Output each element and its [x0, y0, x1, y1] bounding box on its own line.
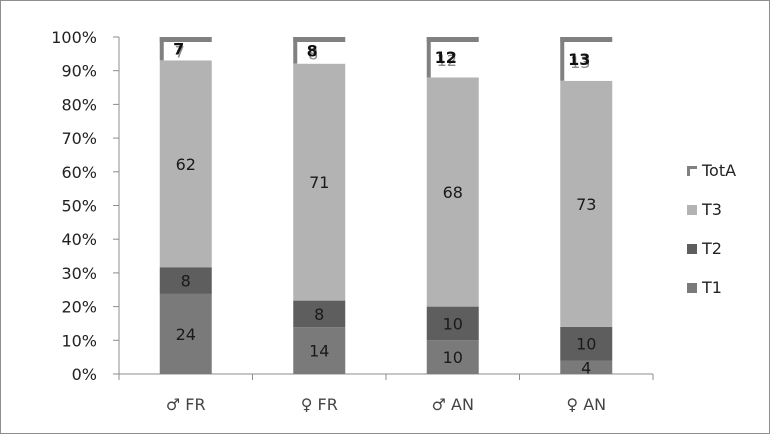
bar-segment [159, 293, 212, 374]
bar-segment [293, 300, 346, 328]
bar-value-label: 8 [314, 305, 324, 324]
bar-value-label: 12 [435, 48, 457, 67]
bar-segment [426, 340, 479, 374]
bar-segment [426, 77, 479, 307]
y-tick-label: 80% [61, 95, 97, 114]
bar-segment-cap [560, 37, 613, 42]
x-tick-label: ♀ FR [301, 395, 338, 414]
legend: TotA T3 T2 T1 [687, 161, 736, 297]
legend-item: T2 [687, 239, 722, 258]
bar-segment [293, 63, 346, 301]
bar-value-label: 10 [443, 314, 463, 333]
bar-value-label: 7 [173, 40, 184, 59]
y-tick-label: 100% [51, 28, 97, 47]
x-tick-label: ♀ AN [566, 395, 606, 414]
bar-value-label: 71 [309, 173, 329, 192]
bar-value-label: 68 [443, 183, 463, 202]
bar-value-label: 73 [576, 195, 596, 214]
bar-segment-edge [293, 37, 298, 64]
bar-value-label: 13 [568, 50, 590, 69]
bar-value-label: 10 [443, 348, 463, 367]
bar-segment [426, 37, 479, 78]
legend-label: T1 [701, 278, 722, 297]
y-tick-label: 20% [61, 298, 97, 317]
bar-segment [159, 267, 212, 294]
bar-value-label: 8 [181, 272, 191, 291]
bar-value-label-shadow: 12 [437, 51, 457, 70]
legend-swatch-edge [687, 166, 690, 176]
bar-value-label-shadow: 13 [570, 53, 590, 72]
y-tick-label: 40% [61, 230, 97, 249]
bar-segment [426, 306, 479, 341]
bar-segment [560, 80, 613, 327]
legend-swatch [687, 166, 697, 169]
legend-label: T3 [701, 200, 722, 219]
bar-segment-cap [426, 37, 479, 42]
x-tick-label: ♂ FR [166, 395, 206, 414]
y-tick-label: 30% [61, 264, 97, 283]
x-tick-labels: ♂ FR ♀ FR ♂ AN ♀ AN [166, 395, 606, 414]
x-tick-label: ♂ AN [432, 395, 474, 414]
bar-segment-edge [560, 37, 565, 81]
legend-label: T2 [701, 239, 722, 258]
legend-swatch [687, 244, 697, 254]
legend-item: T3 [687, 200, 722, 219]
legend-item: T1 [687, 278, 722, 297]
y-tick-label: 50% [61, 197, 97, 216]
bar-segment-cap [293, 37, 346, 42]
bar-segment [560, 326, 613, 361]
bar-value-label: 14 [309, 342, 329, 361]
y-tick-label: 70% [61, 129, 97, 148]
legend-item: TotA [687, 161, 736, 180]
y-tick-label: 60% [61, 163, 97, 182]
bar-value-label-shadow: 7 [175, 43, 185, 62]
bar-value-label-shadow: 8 [308, 44, 318, 63]
bar-segment [293, 327, 346, 374]
legend-label: TotA [701, 161, 736, 180]
bar-segment [560, 360, 613, 374]
bar-value-label: 8 [307, 41, 318, 60]
bar-segment-edge [426, 37, 431, 78]
bar-segment [560, 37, 613, 81]
bar-value-label: 10 [576, 335, 596, 354]
legend-swatch [687, 205, 697, 215]
y-tick-label: 90% [61, 62, 97, 81]
bar-segment-cap [159, 37, 212, 42]
bar-segment [159, 60, 212, 268]
bar-value-label: 4 [581, 358, 591, 377]
bar-value-label: 62 [176, 155, 196, 174]
y-tick-label: 0% [72, 365, 97, 384]
legend-swatch [687, 283, 697, 293]
bar-segment [159, 37, 212, 61]
bar-segment-edge [159, 37, 164, 61]
y-tick-label: 10% [61, 331, 97, 350]
bar-value-label: 24 [176, 325, 196, 344]
